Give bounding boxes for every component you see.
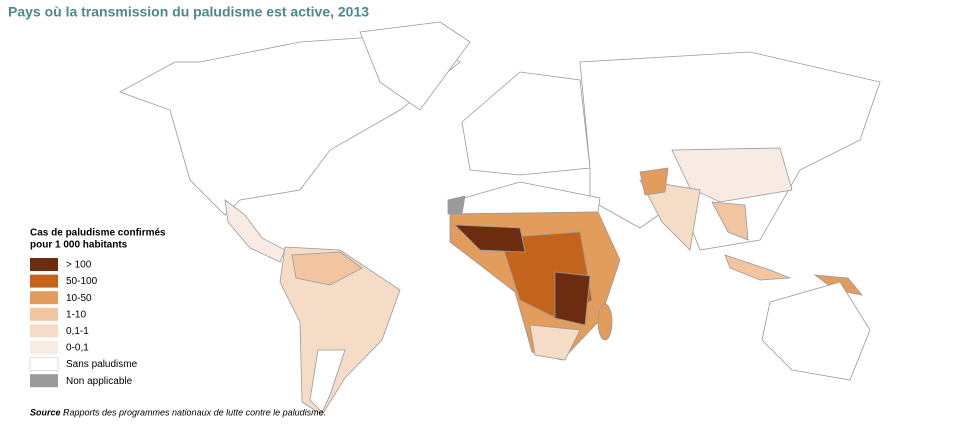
greenland bbox=[359, 21, 471, 111]
legend-label: 1-10 bbox=[66, 309, 86, 320]
legend-label: 10-50 bbox=[66, 293, 92, 304]
western-sahara bbox=[447, 195, 466, 215]
india bbox=[639, 179, 701, 251]
legend-label: 0-0,1 bbox=[66, 343, 89, 354]
indonesia bbox=[724, 254, 791, 281]
south-cone bbox=[309, 349, 346, 413]
australia bbox=[761, 281, 871, 381]
north-africa bbox=[449, 181, 601, 215]
legend-label: > 100 bbox=[66, 260, 92, 271]
afghanistan bbox=[639, 167, 669, 196]
china bbox=[671, 147, 793, 203]
west-africa-high bbox=[453, 224, 526, 253]
legend-swatch bbox=[30, 324, 58, 338]
legend-label: 50-100 bbox=[66, 276, 98, 287]
north-south-america bbox=[291, 251, 363, 286]
legend-swatch bbox=[30, 341, 58, 354]
central-america bbox=[224, 199, 286, 263]
madagascar bbox=[597, 303, 613, 341]
southern-africa bbox=[529, 324, 581, 361]
legend-label: 0,1-1 bbox=[66, 326, 89, 337]
legend-swatch bbox=[30, 274, 58, 288]
legend-label: Non applicable bbox=[66, 376, 133, 387]
world-map bbox=[119, 21, 881, 416]
europe bbox=[461, 71, 591, 176]
south-america bbox=[279, 246, 401, 416]
east-africa-high bbox=[554, 271, 591, 326]
legend-swatch bbox=[30, 374, 58, 388]
legend-swatch bbox=[30, 291, 58, 305]
legend-swatch bbox=[30, 307, 58, 321]
title: Pays où la transmission du paludisme est… bbox=[8, 4, 369, 20]
legend: > 100 50-100 10-50 1-10 0,1-1 0-0,1 Sans palud… bbox=[29, 258, 138, 388]
legend-swatch bbox=[29, 357, 59, 372]
legend-label: Sans paludisme bbox=[66, 359, 138, 370]
legend-title: Cas de paludisme confirmés bbox=[30, 228, 166, 239]
legend-title: pour 1 000 habitants bbox=[30, 240, 128, 251]
south-east-asia bbox=[711, 201, 749, 241]
legend-swatch bbox=[30, 258, 58, 271]
source-text: Rapports des programmes nationaux de lut… bbox=[63, 407, 326, 417]
source-label: Source : bbox=[30, 407, 66, 417]
